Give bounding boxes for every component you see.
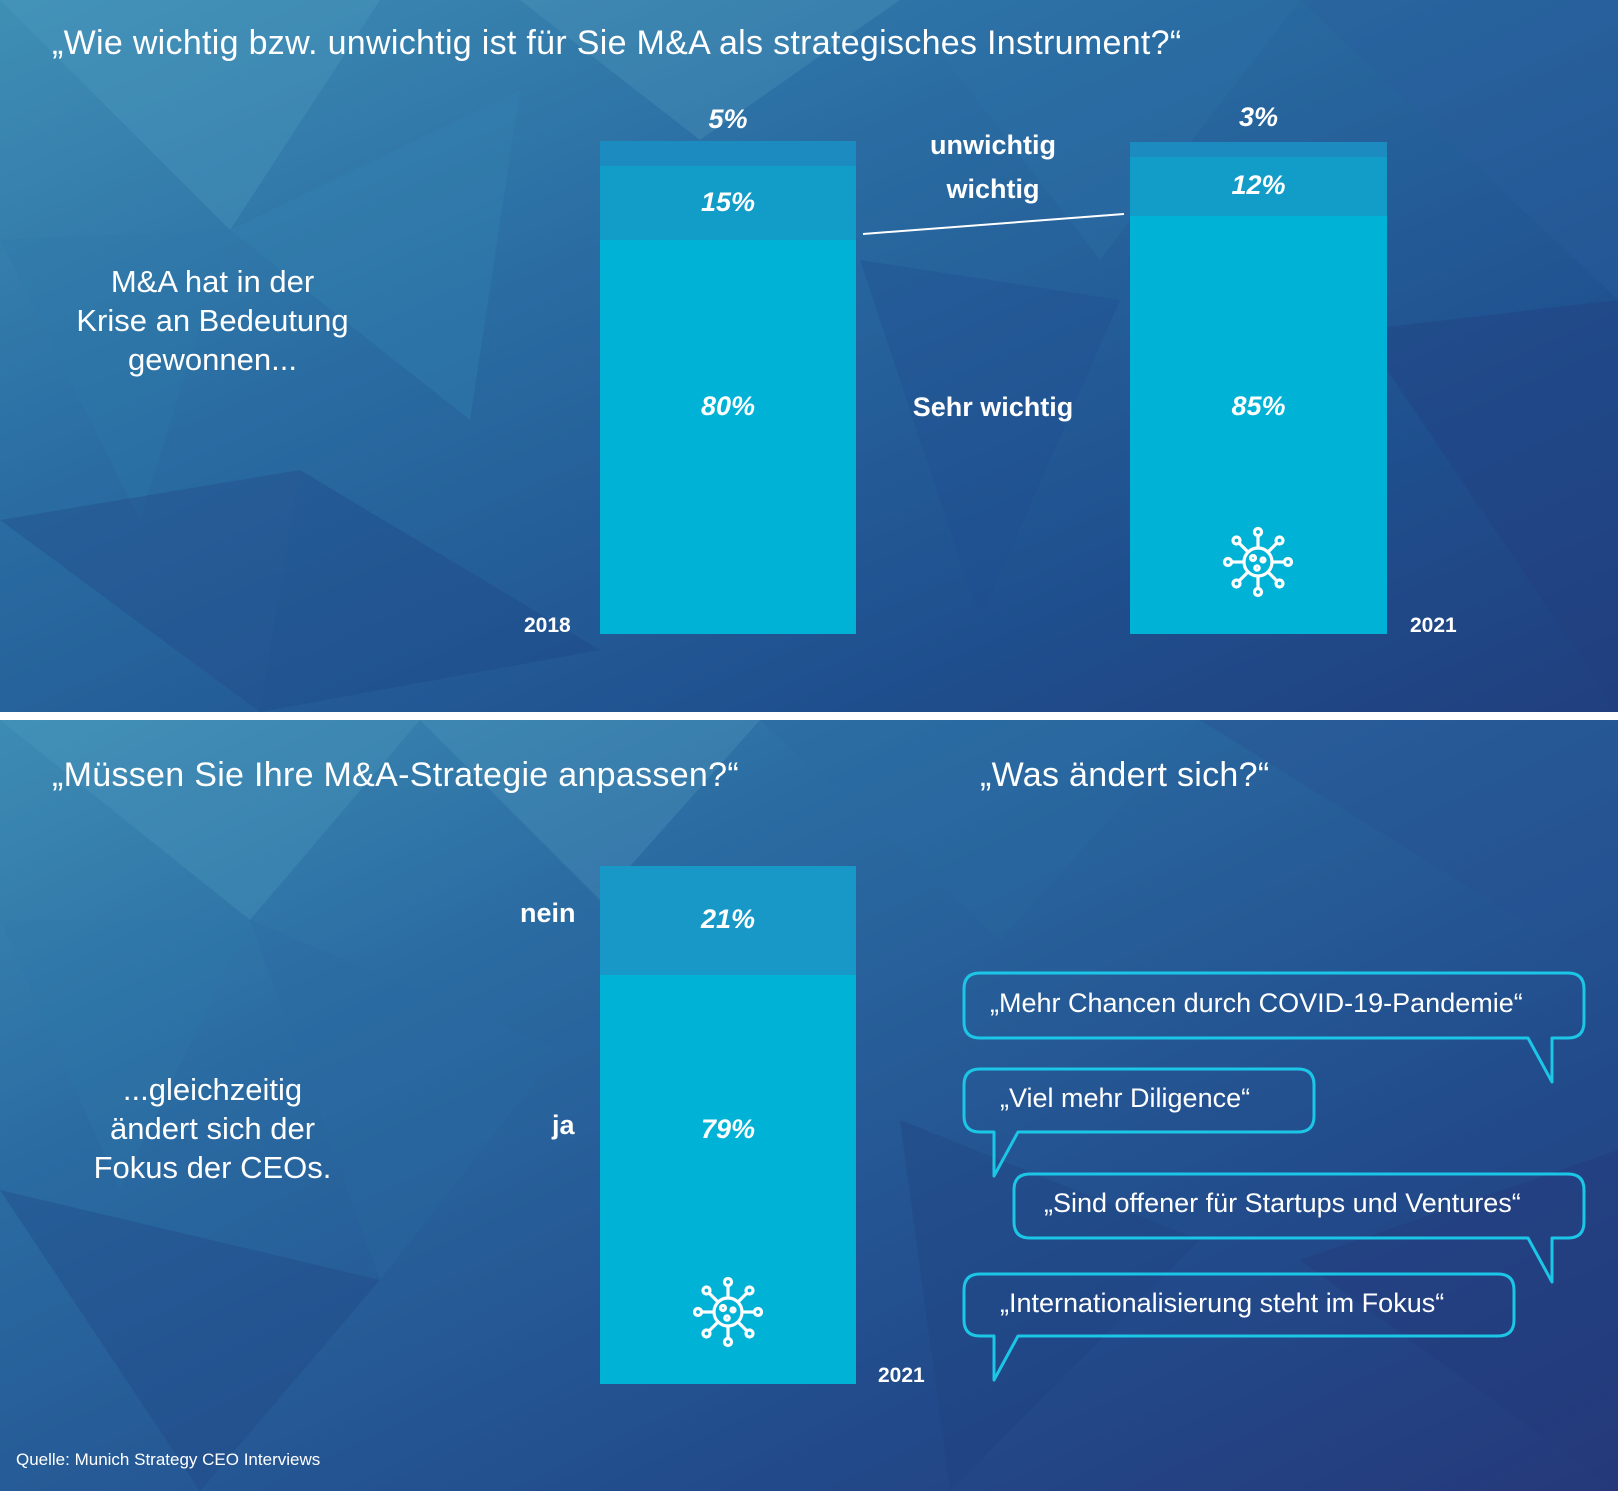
bar-2018: 80% 15%: [600, 141, 856, 634]
bottom-question-right: „Was ändert sich?“: [980, 756, 1270, 794]
source-note: Quelle: Munich Strategy CEO Interviews: [16, 1450, 321, 1469]
x-tick-2021: 2021: [1410, 614, 1457, 637]
top-note-line: gewonnen...: [128, 342, 297, 377]
bottom-note-line: Fokus der CEOs.: [93, 1150, 332, 1185]
data-label-2021-wichtig: 12%: [1231, 170, 1286, 200]
x-tick-2018: 2018: [524, 614, 571, 637]
bar-segment-nein: [600, 866, 856, 975]
legend-label-unwichtig: unwichtig: [930, 130, 1056, 160]
data-label-ja: 79%: [700, 1114, 756, 1144]
bubble-3-outline: [1012, 1172, 1586, 1284]
bubble-3-text: „Sind offener für Startups und Ventures“: [1044, 1188, 1521, 1218]
bar-2021-segment-unwichtig: [1130, 142, 1387, 157]
bar-2021: 85% 12%: [1130, 142, 1387, 634]
data-label-2018-wichtig: 15%: [700, 187, 756, 217]
data-label-2021-sehr-wichtig: 85%: [1231, 391, 1286, 421]
data-label-nein: 21%: [700, 904, 756, 934]
legend-label-nein: nein: [520, 898, 576, 928]
legend-label-ja: ja: [552, 1110, 575, 1140]
top-panel: „Wie wichtig bzw. unwichtig ist für Sie …: [0, 0, 1618, 712]
bar-2018-segment-unwichtig: [600, 141, 856, 166]
bar-2018-segment-sehr-wichtig: [600, 240, 856, 634]
x-tick-2021: 2021: [878, 1364, 925, 1387]
bar-anpassen-2021: 21% 79%: [600, 866, 856, 1384]
bottom-note-line: ...gleichzeitig: [122, 1072, 303, 1107]
connector-line: [862, 213, 1125, 235]
bar-2021-segment-sehr-wichtig: [1130, 216, 1387, 634]
top-note-line: M&A hat in der: [110, 264, 315, 299]
bubble-1-text: „Mehr Chancen durch COVID-19-Pandemie“: [990, 988, 1523, 1018]
bubble-4-text: „Internationalisierung steht im Fokus“: [1000, 1288, 1445, 1318]
bubble-2-text: „Viel mehr Diligence“: [1000, 1083, 1251, 1113]
bubble-4-outline: [962, 1272, 1516, 1382]
bottom-question-left: „Müssen Sie Ihre M&A-Strategie anpassen?…: [52, 756, 739, 794]
bottom-note: ...gleichzeitig ändert sich der Fokus de…: [40, 1070, 385, 1187]
bottom-note-line: ändert sich der: [109, 1111, 316, 1146]
bar-2018-segment-wichtig: [600, 166, 856, 240]
panel-divider: [0, 712, 1618, 720]
data-label-2018-unwichtig: 5%: [708, 104, 748, 134]
data-label-2018-sehr-wichtig: 80%: [700, 391, 756, 421]
legend-label-sehr-wichtig: Sehr wichtig: [912, 392, 1074, 422]
top-question: „Wie wichtig bzw. unwichtig ist für Sie …: [52, 24, 1182, 62]
virus-icon: [692, 1276, 764, 1348]
top-note-line: Krise an Bedeutung: [76, 303, 349, 338]
bottom-panel: „Müssen Sie Ihre M&A-Strategie anpassen?…: [0, 720, 1618, 1491]
bubble-1-outline: [962, 971, 1586, 1084]
legend-label-wichtig: wichtig: [946, 174, 1040, 204]
top-note: M&A hat in der Krise an Bedeutung gewonn…: [40, 262, 385, 379]
speech-bubbles: [962, 971, 1586, 1382]
data-label-2021-unwichtig: 3%: [1238, 102, 1279, 132]
virus-icon: [1222, 526, 1294, 598]
bubble-2-outline: [962, 1067, 1316, 1178]
bar-2021-segment-wichtig: [1130, 157, 1387, 216]
